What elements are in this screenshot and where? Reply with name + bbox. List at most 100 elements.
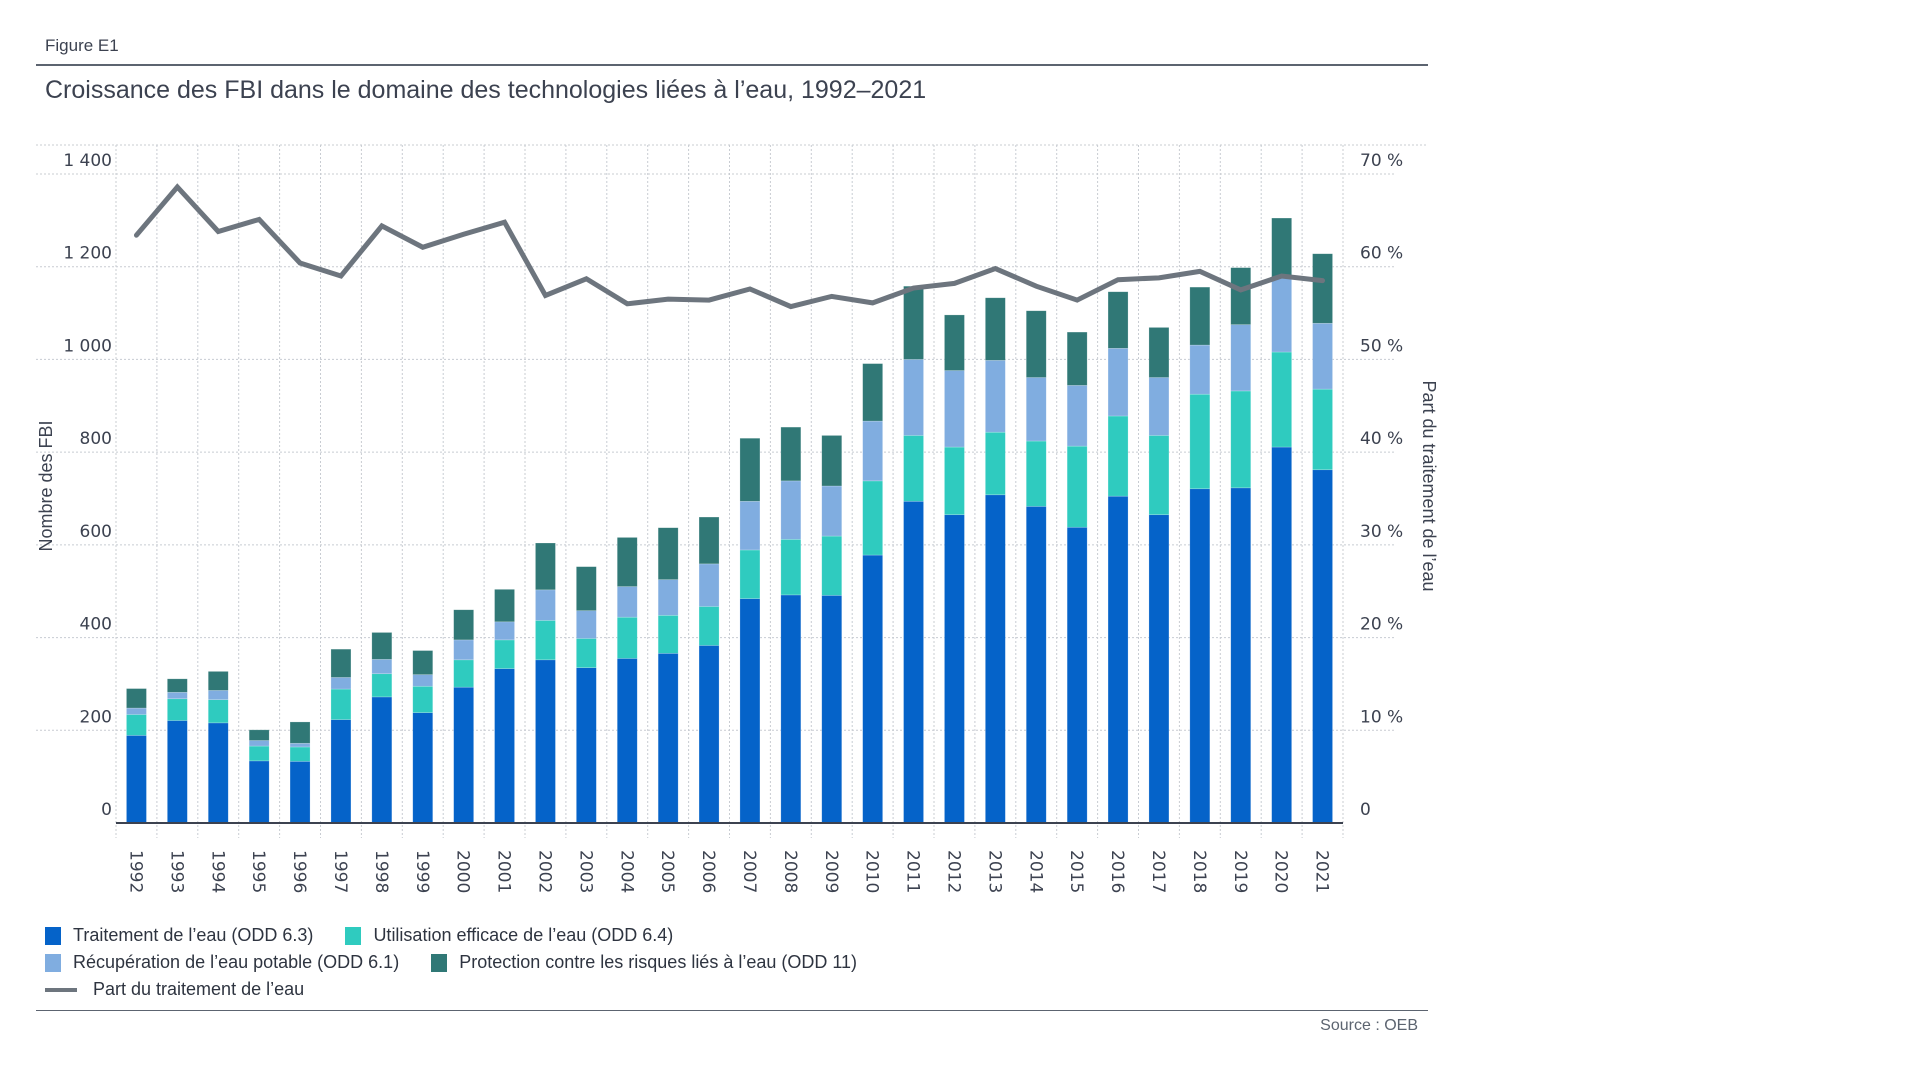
y2-axis-label: Part du traitement de l’eau: [1419, 380, 1439, 591]
bar-segment-treatment: [535, 659, 556, 824]
y2-tick-label: 70 %: [1360, 151, 1403, 171]
bar-segment-potable: [821, 485, 843, 537]
bar-segment-potable: [412, 674, 434, 687]
bar-segment-risk: [821, 435, 843, 487]
bar-segment-treatment: [944, 514, 965, 824]
chart-title: Croissance des FBI dans le domaine des t…: [45, 76, 927, 104]
bar-stack-2013: [985, 297, 1006, 824]
bar-stack-1995: [248, 729, 270, 824]
x-tick-label: 2017: [1148, 850, 1168, 893]
legend-swatch-efficiency: [345, 926, 362, 945]
x-tick-label: 1996: [289, 850, 309, 893]
bar-segment-treatment: [616, 658, 638, 824]
bar-segment-efficiency: [576, 638, 597, 669]
y-tick-label: 600: [80, 522, 112, 542]
bar-segment-treatment: [1148, 514, 1170, 824]
bar-segment-efficiency: [1148, 435, 1170, 516]
bar-segment-risk: [330, 648, 352, 678]
bar-segment-potable: [657, 579, 679, 616]
x-tick-label: 2014: [1025, 850, 1045, 893]
bar-segment-potable: [453, 639, 474, 661]
legend-label: Part du traitement de l’eau: [93, 979, 305, 999]
bar-segment-risk: [1066, 331, 1088, 386]
legend-swatch-risk: [431, 953, 448, 972]
bar-segment-efficiency: [780, 538, 802, 596]
bar-segment-treatment: [330, 719, 352, 824]
legend-row-2: Récupération de l’eau potable (ODD 6.1) …: [45, 949, 889, 976]
bar-stack-2000: [453, 609, 474, 824]
legend-label: Traitement de l’eau (ODD 6.3): [73, 925, 314, 945]
bar-segment-treatment: [576, 667, 597, 824]
bars: [126, 217, 1333, 824]
bar-stack-2012: [944, 314, 965, 824]
legend-swatch-potable: [45, 953, 61, 972]
bar-segment-risk: [616, 537, 638, 587]
bar-segment-efficiency: [1312, 388, 1333, 471]
bar-segment-treatment: [657, 653, 679, 824]
bar-segment-treatment: [1066, 526, 1088, 824]
bar-stack-2006: [698, 516, 720, 824]
bar-segment-efficiency: [657, 615, 679, 654]
bar-segment-efficiency: [126, 714, 147, 736]
bar-segment-treatment: [412, 712, 434, 824]
legend-item-efficiency: Utilisation efficace de l’eau (ODD 6.4): [345, 925, 673, 946]
bar-segment-potable: [289, 742, 311, 748]
source-note: Source : OEB: [1320, 1017, 1418, 1034]
x-tick-label: 1992: [125, 850, 145, 893]
y-tick-label: 1 400: [63, 151, 112, 171]
footer-divider: [36, 1010, 1428, 1011]
bar-segment-treatment: [1312, 469, 1333, 824]
bar-stack-1993: [167, 678, 188, 824]
bar-segment-risk: [698, 516, 720, 565]
bar-stack-2021: [1312, 253, 1333, 824]
y2-tick-label: 50 %: [1360, 336, 1403, 356]
y-axis-label: Nombre des FBI: [36, 420, 56, 551]
bar-segment-treatment: [985, 494, 1006, 824]
bar-stack-2005: [657, 527, 679, 824]
x-tick-label: 2008: [780, 850, 800, 893]
bar-segment-risk: [1230, 267, 1252, 325]
bar-segment-potable: [371, 659, 393, 675]
bar-segment-efficiency: [739, 549, 761, 599]
bar-segment-risk: [248, 729, 270, 741]
bar-stack-1998: [371, 632, 393, 824]
bar-segment-potable: [862, 420, 883, 482]
bar-segment-risk: [780, 426, 802, 482]
x-tick-label: 1993: [166, 850, 186, 893]
bar-segment-risk: [1148, 327, 1170, 378]
bar-segment-potable: [616, 586, 638, 618]
bar-segment-efficiency: [330, 688, 352, 720]
axes: 0 200 400 600 800 1 000 1 200 1 400 0 10 % 20 % 30 …: [63, 151, 1403, 893]
x-tick-label: 2016: [1107, 850, 1127, 893]
bar-stack-2008: [780, 426, 802, 824]
bar-segment-efficiency: [1189, 393, 1211, 490]
legend-item-risk: Protection contre les risques liés à l’e…: [431, 952, 857, 973]
legend-label: Protection contre les risques liés à l’e…: [459, 952, 858, 972]
x-tick-label: 1995: [248, 850, 268, 893]
legend-item-share-line: Part du traitement de l’eau: [45, 979, 304, 1000]
bar-segment-risk: [576, 566, 597, 611]
bar-segment-risk: [494, 589, 515, 623]
bar-segment-risk: [535, 542, 556, 591]
bar-segment-treatment: [126, 735, 147, 824]
bar-segment-efficiency: [1066, 445, 1088, 528]
x-tick-label: 2006: [698, 850, 718, 893]
figure-label: Figure E1: [45, 36, 119, 55]
bar-segment-potable: [576, 610, 597, 639]
bar-stack-2003: [576, 566, 597, 824]
bar-segment-treatment: [698, 645, 720, 824]
chart-canvas: 0 200 400 600 800 1 000 1 200 1 400 0 10 % 20 % 30 …: [36, 144, 1439, 893]
bar-segment-potable: [1148, 377, 1170, 436]
legend-label: Récupération de l’eau potable (ODD 6.1): [73, 952, 400, 972]
bar-segment-potable: [780, 480, 802, 540]
bar-stack-2017: [1148, 327, 1170, 824]
bar-segment-risk: [1312, 253, 1333, 324]
bar-segment-potable: [248, 740, 270, 747]
bar-segment-potable: [985, 360, 1006, 433]
bar-segment-treatment: [207, 722, 229, 824]
bar-stack-2009: [821, 435, 843, 824]
legend-label: Utilisation efficace de l’eau (ODD 6.4): [373, 925, 674, 945]
bar-segment-efficiency: [289, 746, 311, 762]
bar-segment-risk: [657, 527, 679, 580]
bar-segment-potable: [494, 621, 515, 641]
